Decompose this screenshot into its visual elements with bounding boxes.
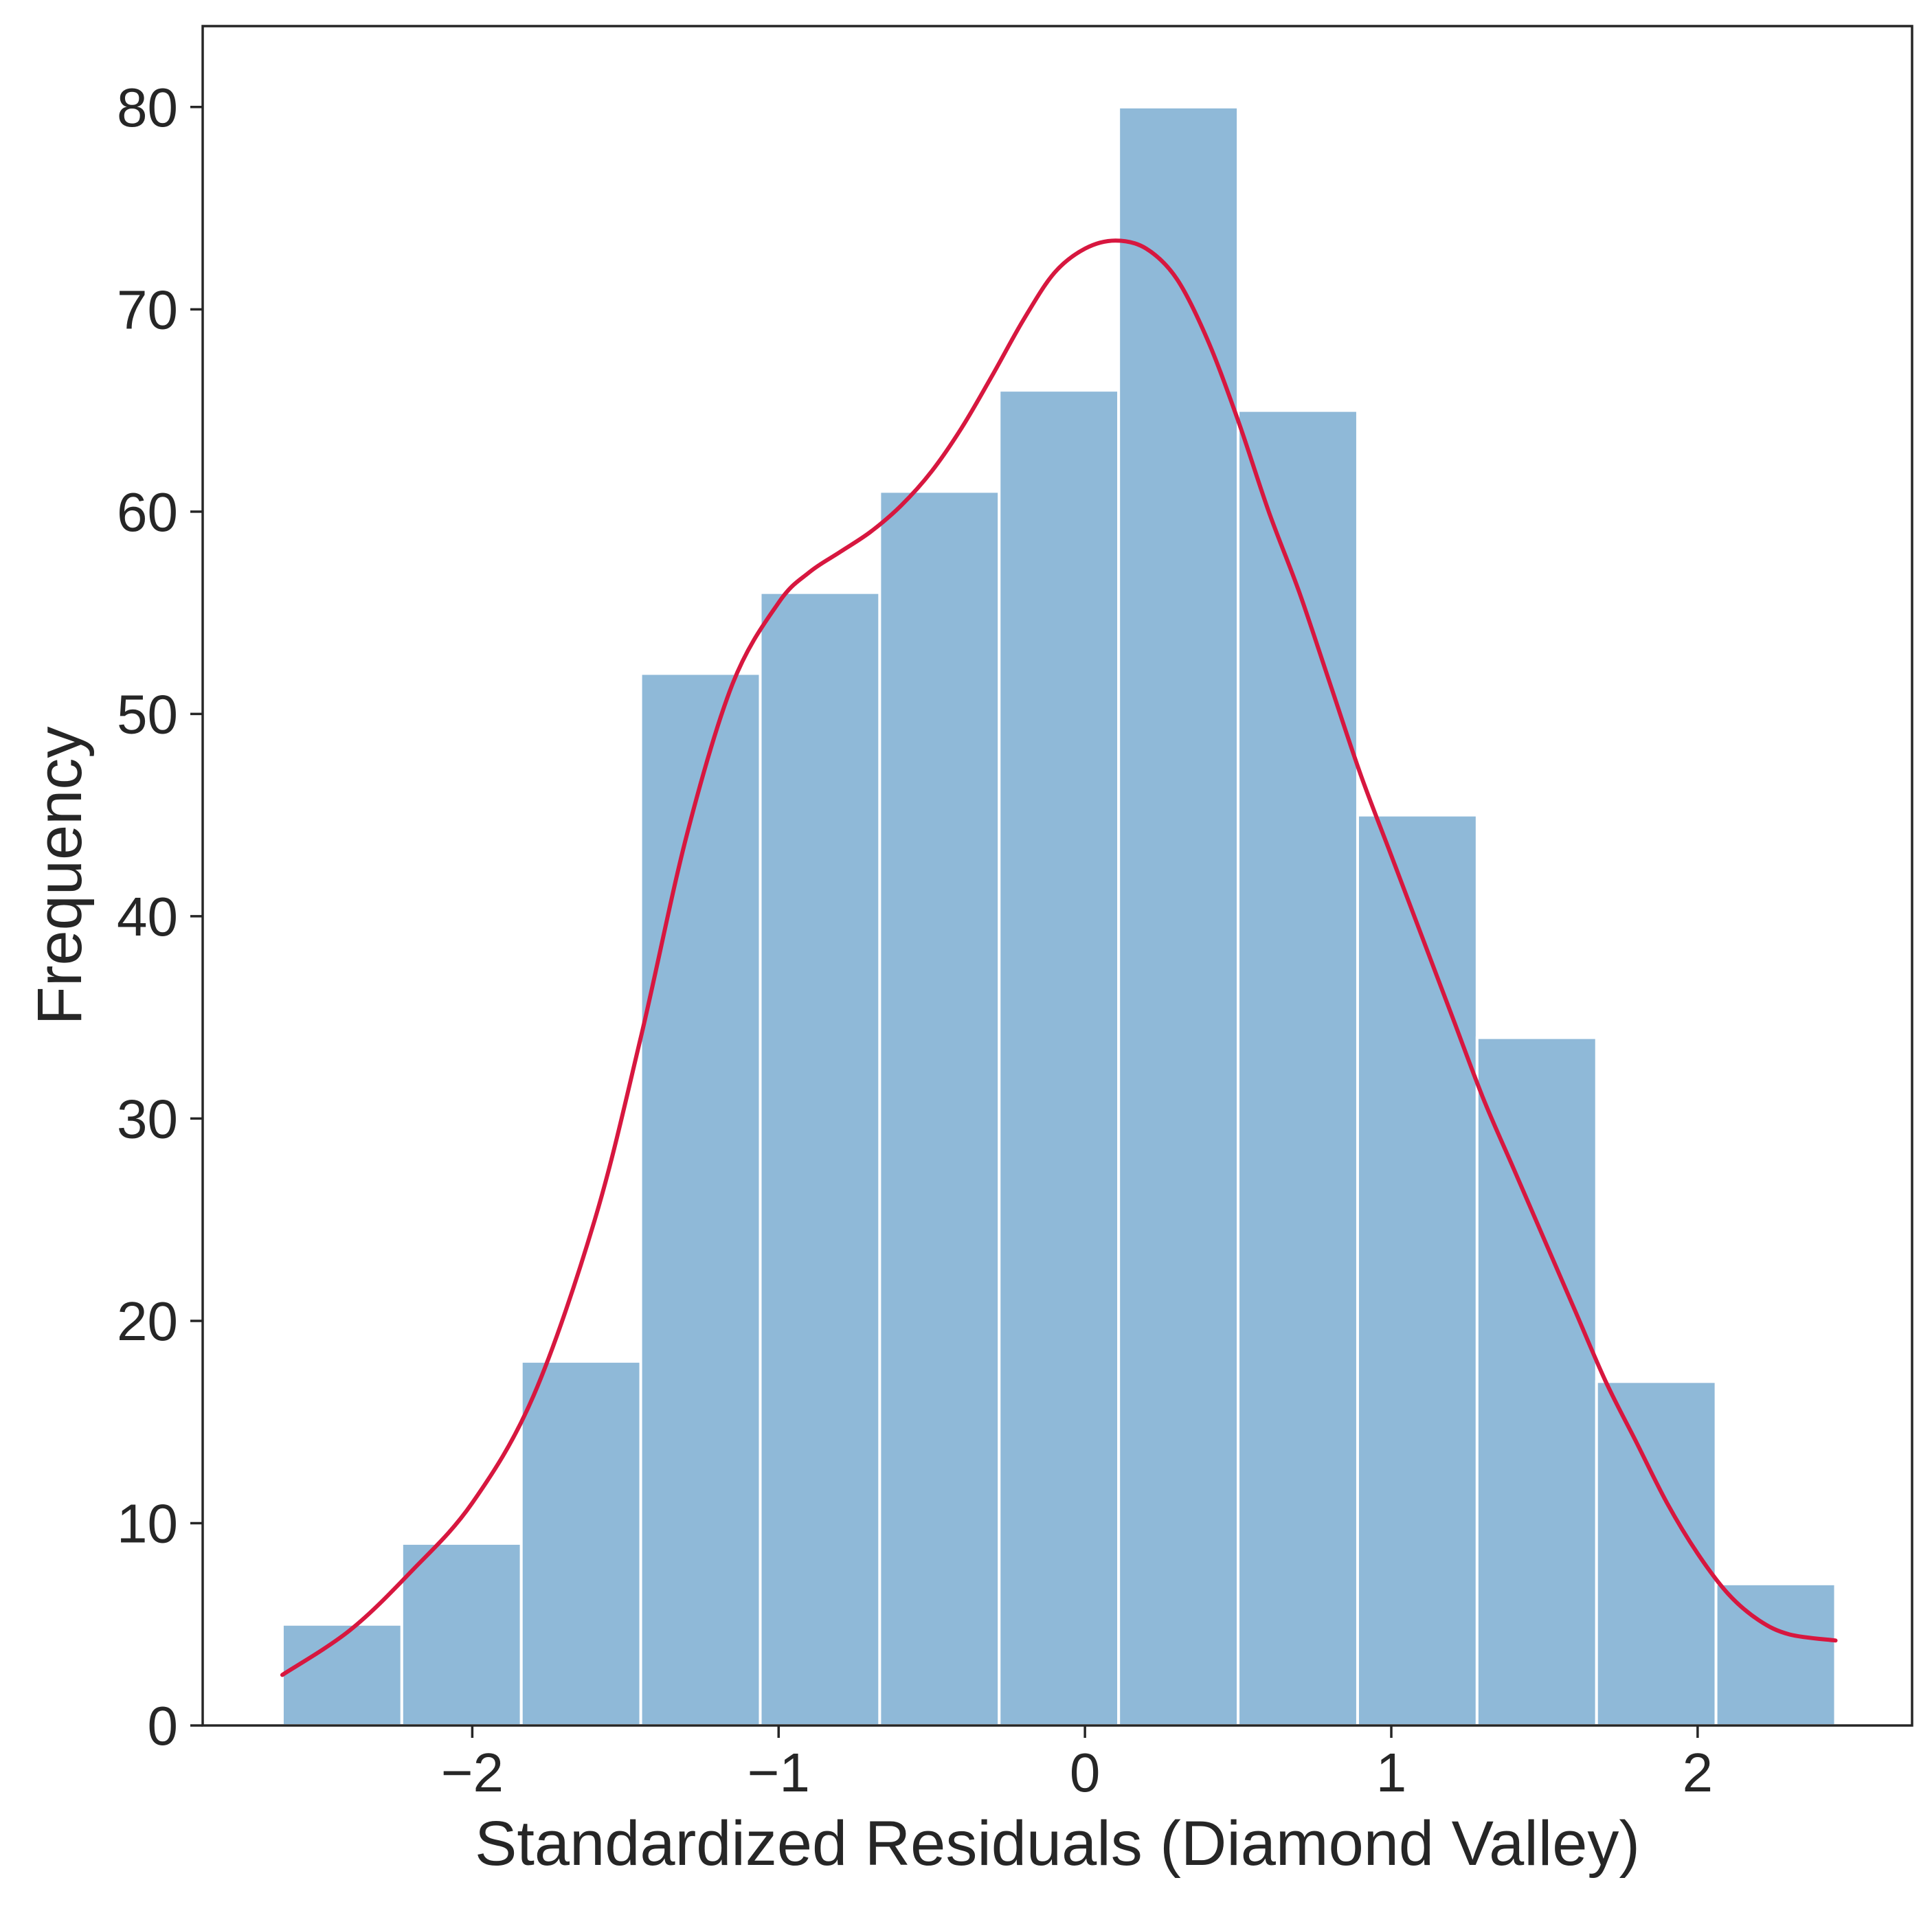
x-axis-ticks: −2 −1 0 1 2 <box>441 1725 1713 1803</box>
kde-line <box>280 238 1838 1677</box>
histogram-bar <box>878 490 1001 1727</box>
histogram-bar <box>1475 1036 1598 1727</box>
histogram-bar <box>1237 409 1359 1727</box>
y-axis-ticks: 0 10 20 30 40 50 60 70 80 <box>117 77 203 1756</box>
histogram-bar <box>1714 1582 1837 1727</box>
y-axis-label: Frequency <box>25 727 95 1026</box>
y-tick-label: 80 <box>117 77 178 138</box>
histogram-bars <box>280 105 1837 1728</box>
y-tick-label: 10 <box>117 1493 178 1554</box>
x-tick-label: 2 <box>1683 1742 1714 1803</box>
x-tick-label: 1 <box>1376 1742 1407 1803</box>
x-tick-label: −1 <box>748 1742 810 1803</box>
histogram-bar <box>639 672 762 1727</box>
kde-curve-layer <box>280 238 1838 1677</box>
histogram-bar <box>759 591 881 1728</box>
x-tick-label: −2 <box>441 1742 504 1803</box>
y-tick-label: 60 <box>117 482 178 543</box>
histogram-bar <box>280 1622 403 1727</box>
histogram-bar <box>1356 813 1479 1727</box>
y-tick-label: 50 <box>117 683 178 745</box>
y-tick-label: 30 <box>117 1088 178 1149</box>
y-tick-label: 0 <box>148 1695 179 1756</box>
plot-frame <box>201 25 1913 1727</box>
x-tick-label: 0 <box>1070 1742 1101 1803</box>
histogram-bar <box>519 1359 642 1728</box>
histogram-bar <box>998 389 1121 1728</box>
histogram-bar <box>400 1541 523 1727</box>
x-axis-label: Standardized Residuals (Diamond Valley) <box>475 1809 1640 1879</box>
histogram-bar <box>1117 105 1240 1727</box>
y-tick-label: 70 <box>117 279 178 340</box>
y-tick-label: 20 <box>117 1291 178 1352</box>
y-tick-label: 40 <box>117 886 178 947</box>
